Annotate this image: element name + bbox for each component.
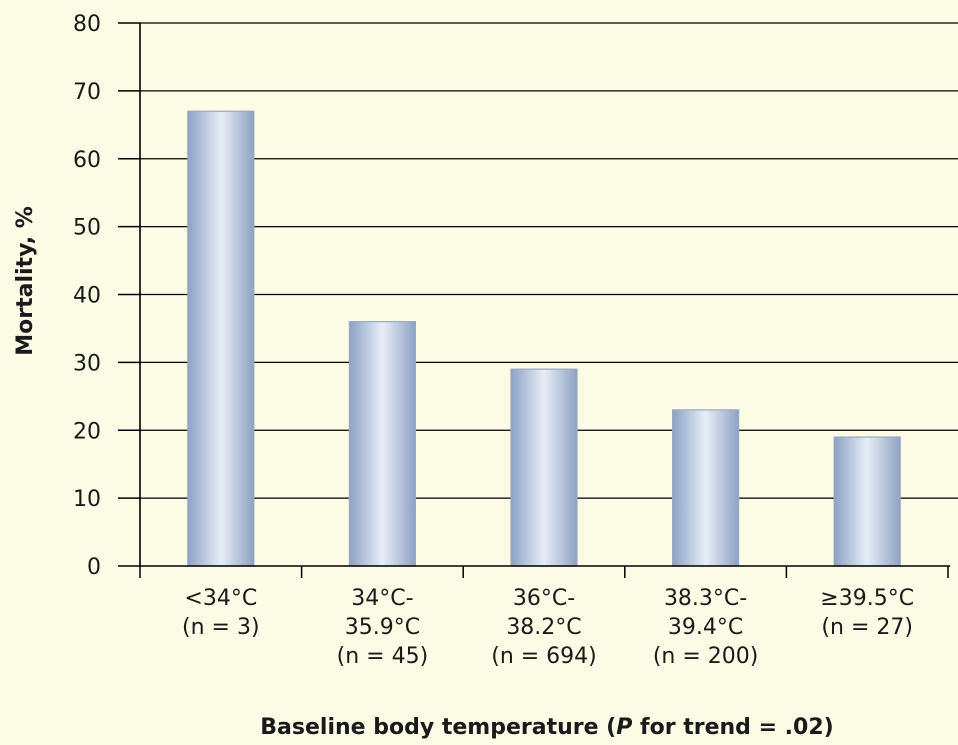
x-axis-title: Baseline body temperature (P for trend =… [260, 715, 833, 740]
x-category-label-line: 35.9°C [345, 615, 420, 640]
bar [833, 436, 901, 567]
y-tick-label: 20 [73, 419, 101, 444]
x-category-label-line: (n = 200) [653, 644, 759, 669]
y-tick-label: 0 [87, 555, 101, 580]
x-category-label-line: 38.3°C- [664, 586, 747, 611]
bar [187, 110, 255, 567]
x-category-label: ≥39.5°C (n = 27) [820, 586, 914, 640]
y-tick-label: 50 [73, 216, 101, 241]
x-category-label-line: (n = 45) [337, 644, 429, 669]
y-tick-label: 40 [73, 284, 101, 309]
x-axis-title-part: Baseline body temperature ( [260, 715, 616, 740]
x-category-labels: <34°C (n = 3) 34°C- 35.9°C (n = 45) 36°C- 38.2… [182, 586, 914, 669]
x-category-label-line: 38.2°C [506, 615, 581, 640]
y-axis-title: Mortality, % [13, 206, 38, 356]
bar [348, 321, 416, 567]
x-category-label-line: 39.4°C [668, 615, 743, 640]
grid [140, 22, 958, 499]
x-category-label: 34°C- 35.9°C (n = 45) [337, 586, 429, 669]
axes [118, 22, 950, 578]
x-axis-title-part: for trend = .02) [632, 715, 833, 740]
y-tick-labels: 0 10 20 30 40 50 60 70 80 [73, 12, 101, 580]
x-category-label: 38.3°C- 39.4°C (n = 200) [653, 586, 759, 669]
x-category-label-line: (n = 3) [182, 615, 260, 640]
bar [510, 368, 578, 567]
x-category-label-line: 36°C- [513, 586, 575, 611]
y-tick-label: 10 [73, 487, 101, 512]
x-axis-title-italic: P [616, 715, 632, 740]
x-category-label-line: (n = 27) [821, 615, 913, 640]
bar [671, 409, 740, 567]
x-category-label-line: ≥39.5°C [820, 586, 914, 611]
x-category-label-line: (n = 694) [491, 644, 597, 669]
x-category-label-line: 34°C- [351, 586, 413, 611]
y-tick-label: 70 [73, 80, 101, 105]
x-category-label: 36°C- 38.2°C (n = 694) [491, 586, 597, 669]
y-tick-label: 60 [73, 148, 101, 173]
x-category-label-line: <34°C [184, 586, 257, 611]
x-category-label: <34°C (n = 3) [182, 586, 260, 640]
y-tick-label: 30 [73, 351, 101, 376]
y-tick-label: 80 [73, 12, 101, 37]
bars [187, 110, 901, 567]
